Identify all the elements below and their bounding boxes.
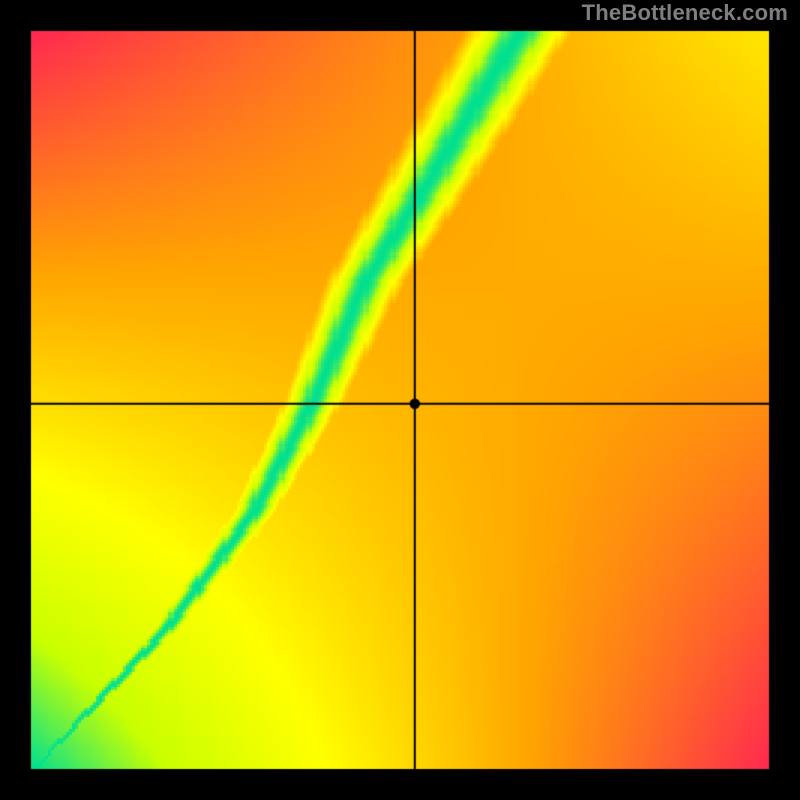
bottleneck-heatmap [0, 0, 800, 800]
watermark-text: TheBottleneck.com [582, 0, 788, 26]
